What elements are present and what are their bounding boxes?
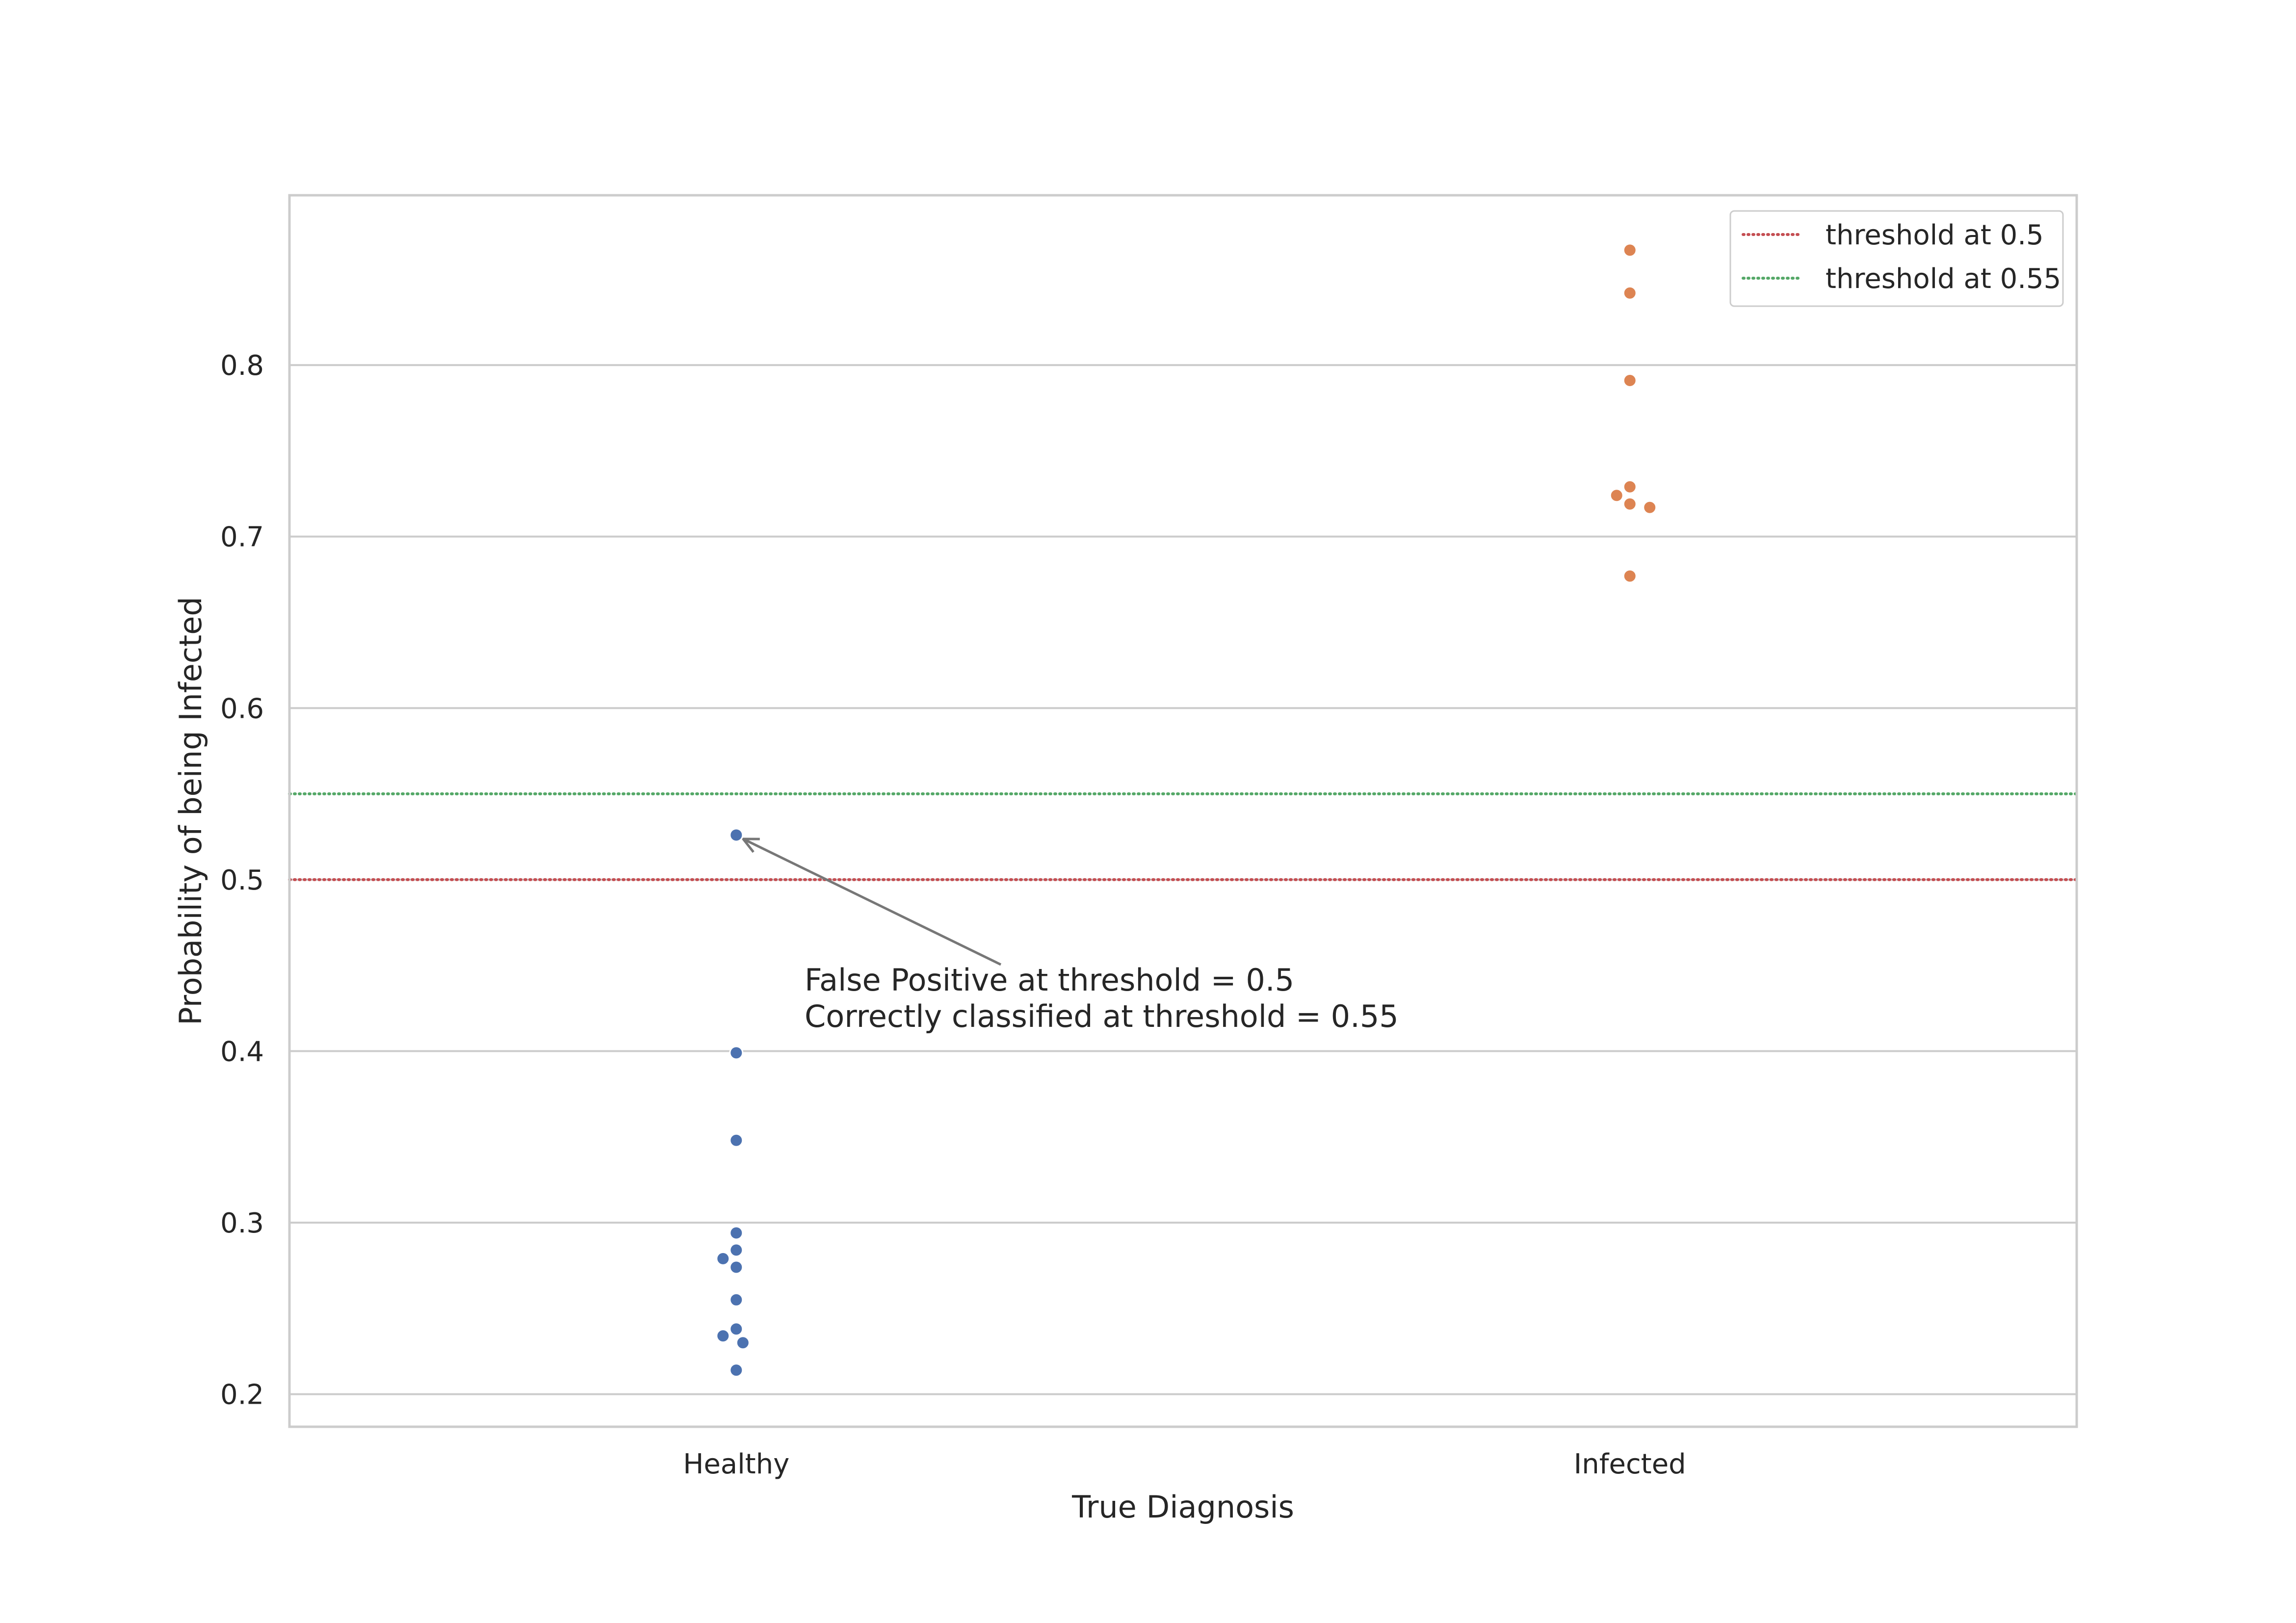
- data-point-infected: [1622, 479, 1637, 494]
- data-point-infected: [1622, 373, 1637, 388]
- y-tick-label: 0.5: [220, 864, 264, 896]
- data-point-healthy: [716, 1329, 731, 1343]
- data-point-healthy: [729, 1322, 744, 1336]
- x-tick-label-healthy: Healthy: [683, 1448, 789, 1480]
- data-point-infected: [1609, 488, 1624, 503]
- annotation-arrow: [740, 838, 1002, 966]
- x-tick-labels: Healthy Infected: [683, 1448, 1686, 1480]
- data-point-healthy: [729, 1243, 744, 1257]
- y-tick-label: 0.4: [220, 1036, 264, 1068]
- data-point-infected: [1622, 497, 1637, 511]
- data-point-healthy: [729, 1133, 744, 1148]
- data-point-healthy: [729, 828, 744, 842]
- annotation-text: False Positive at threshold = 0.5 Correc…: [805, 962, 1399, 1034]
- data-point-infected: [1622, 243, 1637, 258]
- annotation-arrow-shaft: [742, 838, 1002, 966]
- plot-frame: [288, 194, 2078, 1428]
- data-point-healthy: [729, 1046, 744, 1060]
- data-point-healthy: [716, 1251, 731, 1266]
- data-point-healthy: [735, 1335, 750, 1350]
- data-point-infected: [1643, 500, 1657, 515]
- y-tick-label: 0.7: [220, 522, 264, 553]
- data-point-healthy: [729, 1226, 744, 1240]
- threshold-lines: [288, 792, 2078, 881]
- data-point-infected: [1622, 286, 1637, 300]
- y-axis-label: Probability of being Infected: [173, 597, 209, 1025]
- y-tick-label: 0.2: [220, 1379, 264, 1411]
- annotation-line-2: Correctly classified at threshold = 0.55: [805, 998, 1399, 1034]
- data-point-healthy: [729, 1292, 744, 1307]
- y-tick-label: 0.3: [220, 1207, 264, 1239]
- y-tick-label: 0.8: [220, 350, 264, 382]
- legend-label-threshold-0-55: threshold at 0.55: [1826, 263, 2061, 295]
- y-tick-labels: 0.2 0.3 0.4 0.5 0.6 0.7 0.8: [220, 350, 264, 1411]
- legend-label-threshold-0-5: threshold at 0.5: [1826, 219, 2044, 251]
- data-point-healthy: [729, 1260, 744, 1275]
- legend-box: [1729, 210, 2064, 307]
- x-axis-label: True Diagnosis: [1071, 1489, 1294, 1525]
- y-tick-label: 0.6: [220, 693, 264, 725]
- annotation-arrow-head: [740, 838, 760, 853]
- legend: threshold at 0.5 threshold at 0.55: [1729, 210, 2064, 307]
- data-point-infected: [1622, 569, 1637, 583]
- data-point-healthy: [729, 1363, 744, 1378]
- data-points: [716, 243, 1657, 1378]
- x-tick-label-infected: Infected: [1574, 1448, 1686, 1480]
- annotation-line-1: False Positive at threshold = 0.5: [805, 962, 1294, 998]
